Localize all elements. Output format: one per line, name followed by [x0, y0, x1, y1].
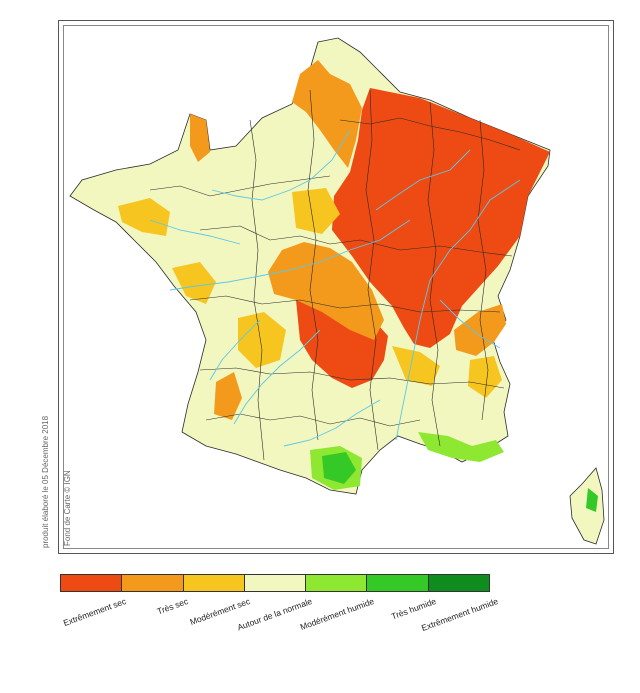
legend-swatch-very-humid [367, 575, 429, 591]
zone-moderately-dry-brittany [118, 198, 170, 236]
map-inner-border [63, 25, 609, 549]
france-drought-map [69, 37, 605, 545]
zone-moderately-dry-south [238, 312, 286, 368]
legend-swatch-normal [244, 575, 307, 591]
zone-extremely-dry-northeast [332, 88, 550, 348]
legend-swatch-very-dry [122, 575, 184, 591]
zone-very-dry-west [214, 372, 242, 420]
credit-base-map: Fond de Carte © IGN [63, 470, 72, 546]
zone-moderately-humid-provence [418, 432, 504, 462]
legend-color-bar [60, 574, 490, 592]
zone-very-dry-east [454, 304, 506, 356]
zone-very-dry-normandy [190, 114, 210, 162]
legend-swatch-moderately-dry [183, 575, 245, 591]
legend-swatch-extremely-humid [428, 575, 489, 591]
corsica-wet-zone [586, 488, 598, 512]
zone-moderately-dry-rhone [392, 346, 440, 386]
zone-very-humid-roussillon [322, 452, 356, 484]
zone-moderately-dry-paris [292, 188, 340, 234]
rivers [149, 129, 521, 447]
credit-production-date: produit élaboré le 05 Décembre 2018 [41, 415, 50, 548]
zone-very-dry-center [268, 242, 384, 340]
zone-moderately-dry-alps [468, 356, 502, 398]
zone-very-dry-north [292, 60, 362, 168]
zone-moderately-dry-loire [172, 262, 216, 304]
legend-swatch-extremely-dry [61, 575, 123, 591]
legend-swatch-moderately-humid [306, 575, 368, 591]
department-boundaries [149, 89, 521, 461]
